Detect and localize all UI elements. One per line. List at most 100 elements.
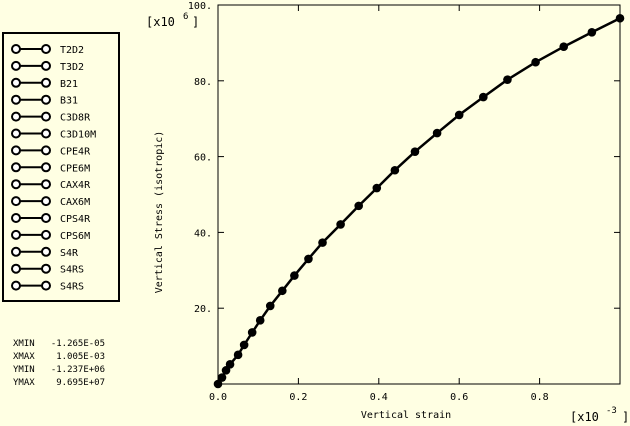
legend-marker-right-2 xyxy=(41,77,51,88)
legend-label-7: CPE6M xyxy=(60,163,90,174)
plot-frame xyxy=(217,4,621,385)
legend-label-5: C3D10M xyxy=(60,130,96,141)
y-tick-label-3: 80. xyxy=(194,77,212,88)
legend-label-10: CPS4R xyxy=(60,214,91,225)
legend-marker-left-7 xyxy=(11,162,21,173)
legend-box xyxy=(2,32,120,302)
data-point-22 xyxy=(531,57,540,67)
y-axis-label: Vertical Stress (isotropic) xyxy=(154,131,165,294)
legend-entry-12: S4R xyxy=(11,246,79,259)
data-point-20 xyxy=(479,92,488,102)
y-multiplier-exponent: 6 xyxy=(183,12,188,22)
legend-entry-4: C3D8R xyxy=(11,111,91,124)
legend-entry-0: T2D2 xyxy=(11,44,84,56)
legend-label-6: CPE4R xyxy=(60,146,91,157)
legend-label-12: S4R xyxy=(60,248,79,259)
y-tick-label-4: 100. xyxy=(188,1,212,12)
data-point-6 xyxy=(247,328,257,337)
data-point-8 xyxy=(265,301,275,311)
data-point-3 xyxy=(225,359,235,369)
series-line xyxy=(216,17,621,385)
legend-marker-left-1 xyxy=(11,60,21,71)
data-point-9 xyxy=(278,286,287,296)
data-point-16 xyxy=(390,165,400,175)
legend: T2D2 T3D2 B21 B31 C3D8R C3D10M CPE4R CPE6M CAX4R… xyxy=(11,44,96,293)
legend-marker-right-3 xyxy=(41,94,51,105)
data-point-14 xyxy=(354,201,364,211)
legend-marker-left-13 xyxy=(11,263,21,274)
legend-marker-left-6 xyxy=(11,145,21,156)
legend-entry-1: T3D2 xyxy=(11,60,84,73)
y-tick-label-2: 60. xyxy=(194,153,212,164)
y-multiplier-prefix: [x10 xyxy=(146,15,175,29)
legend-label-3: B31 xyxy=(60,96,78,107)
data-point-2 xyxy=(221,366,231,375)
data-point-13 xyxy=(336,220,345,229)
legend-marker-left-10 xyxy=(11,213,21,223)
legend-label-9: CAX6M xyxy=(60,197,90,208)
data-point-7 xyxy=(255,316,265,325)
legend-marker-left-9 xyxy=(11,196,21,207)
legend-marker-right-6 xyxy=(41,145,51,156)
data-point-0 xyxy=(213,379,223,389)
legend-entry-6: CPE4R xyxy=(11,145,91,157)
x-axis-label: Vertical strain xyxy=(361,410,451,421)
data-point-19 xyxy=(454,110,464,120)
legend-entry-7: CPE6M xyxy=(11,162,90,174)
range-value-2: -1.237E+06 xyxy=(51,365,105,375)
y-tick-label-0: 20. xyxy=(194,304,212,315)
legend-label-14: S4RS xyxy=(60,282,84,293)
y-multiplier-suffix: ] xyxy=(192,15,199,29)
legend-label-4: C3D8R xyxy=(60,113,91,124)
legend-marker-right-5 xyxy=(41,128,51,139)
x-tick-label-2: 0.4 xyxy=(370,392,388,403)
x-multiplier-suffix: ] xyxy=(622,410,629,424)
series-polyline xyxy=(216,17,621,385)
data-point-1 xyxy=(217,373,227,382)
legend-marker-right-4 xyxy=(41,111,51,122)
legend-marker-left-4 xyxy=(11,111,21,122)
data-point-5 xyxy=(239,340,249,350)
legend-marker-left-5 xyxy=(11,128,21,139)
legend-marker-left-12 xyxy=(11,246,21,257)
legend-marker-left-0 xyxy=(11,44,21,54)
legend-entry-8: CAX4R xyxy=(11,179,91,191)
legend-marker-left-14 xyxy=(11,280,21,291)
legend-label-13: S4RS xyxy=(60,265,84,276)
legend-entry-14: S4RS xyxy=(11,280,84,293)
data-point-4 xyxy=(233,350,243,360)
x-tick-label-1: 0.2 xyxy=(289,392,307,403)
data-point-15 xyxy=(372,183,382,193)
range-summary: XMIN -1.265E-05 XMAX 1.005E-03 YMIN -1.237E+0… xyxy=(13,339,105,388)
range-label-2: YMIN xyxy=(13,365,35,375)
y-tick-label-1: 40. xyxy=(194,228,212,239)
legend-entry-13: S4RS xyxy=(11,263,84,276)
data-point-25 xyxy=(615,13,625,23)
legend-entry-2: B21 xyxy=(11,77,78,90)
range-label-1: XMAX xyxy=(13,352,35,362)
legend-marker-left-11 xyxy=(11,229,21,240)
series-points xyxy=(213,13,625,389)
legend-label-8: CAX4R xyxy=(60,180,91,191)
legend-entry-5: C3D10M xyxy=(11,128,96,141)
range-label-0: XMIN xyxy=(13,339,35,349)
legend-marker-right-0 xyxy=(41,44,51,54)
range-value-3: 9.695E+07 xyxy=(56,378,105,388)
legend-marker-right-14 xyxy=(41,280,51,291)
legend-marker-right-10 xyxy=(41,213,51,223)
data-point-18 xyxy=(432,128,442,138)
legend-label-2: B21 xyxy=(60,79,78,90)
legend-marker-left-3 xyxy=(11,94,21,105)
x-multiplier-exponent: -3 xyxy=(606,406,617,416)
legend-marker-left-2 xyxy=(11,77,21,88)
axis-tick-labels: 0.0 0.2 0.4 0.6 0.8 20. 40. 60. 80. 100. xyxy=(188,1,549,403)
axis-ticks xyxy=(217,4,620,384)
legend-marker-left-8 xyxy=(11,179,21,190)
legend-label-1: T3D2 xyxy=(60,62,84,73)
range-value-0: -1.265E-05 xyxy=(51,339,105,349)
legend-marker-right-13 xyxy=(41,263,51,274)
range-label-3: YMAX xyxy=(13,378,35,388)
data-point-10 xyxy=(290,271,299,280)
